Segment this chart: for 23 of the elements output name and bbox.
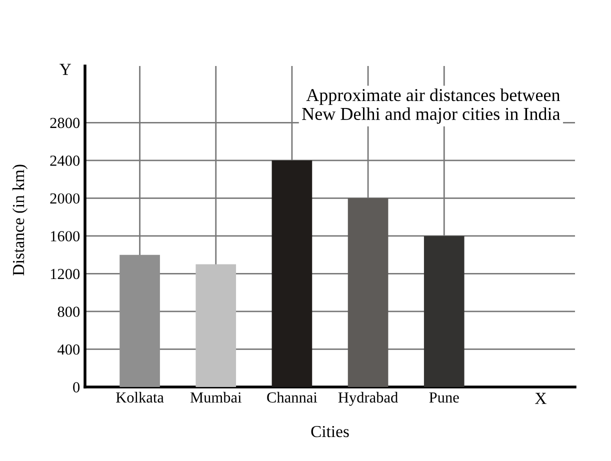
text: Approximate air distances between New Delhi and major cities in India — [302, 88, 560, 124]
bar — [272, 160, 312, 387]
bar — [196, 264, 236, 387]
y-tick-label: 2400 — [50, 156, 80, 166]
y-axis-title: Distance (in km) — [12, 164, 28, 276]
x-tick-label: Channai — [267, 392, 318, 403]
y-tick-label: 1200 — [50, 268, 80, 280]
bar — [120, 254, 160, 387]
y-tick-label: 0 — [73, 382, 80, 392]
x-tick-label: Kolkata — [116, 392, 164, 403]
y-tick-label: 1600 — [50, 231, 80, 242]
x-tick-label: Hydrabad — [338, 392, 398, 406]
x-tick-label: Mumbai — [190, 392, 242, 403]
x-axis-title: Cities — [311, 426, 349, 438]
bar — [424, 236, 464, 387]
text: X — [535, 392, 546, 404]
x-tick-label: Pune — [429, 392, 459, 403]
y-tick-label: 400 — [58, 344, 80, 355]
y-tick-label: 2800 — [50, 118, 80, 128]
text: Y — [60, 64, 71, 75]
bar — [348, 198, 388, 387]
y-tick-label: 2000 — [50, 193, 80, 204]
y-tick-label: 800 — [58, 306, 80, 317]
